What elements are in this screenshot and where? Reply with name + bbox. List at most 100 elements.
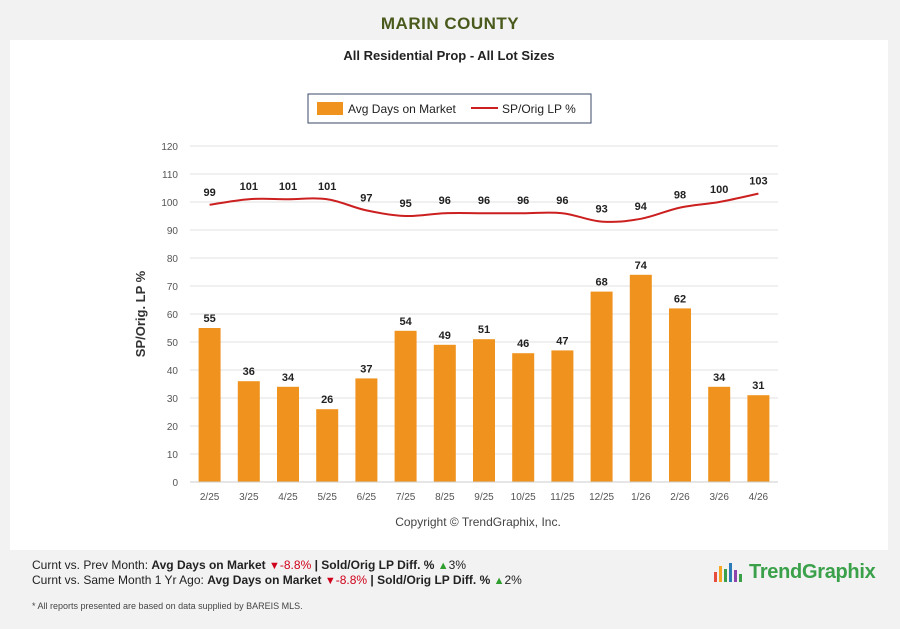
y-tick-label: 100 [161,198,178,209]
dom-label: Avg Days on Market [207,573,322,587]
x-tick-label: 4/25 [278,492,298,503]
legend-swatch-bars [317,102,343,115]
bar-value-label: 37 [360,363,372,375]
separator: | [314,558,318,572]
line-value-label: 96 [556,195,568,207]
disclaimer: * All reports presented are based on dat… [32,601,303,611]
bar-layer [198,274,770,482]
bar-value-label: 74 [635,260,648,272]
line-value-label: 101 [279,181,297,193]
x-tick-label: 9/25 [474,492,494,503]
dom-label: Avg Days on Market [151,558,266,572]
y-tick-label: 10 [167,450,179,461]
x-tick-label: 4/26 [749,492,769,503]
bar-value-label: 36 [243,366,255,378]
line-value-label: 98 [674,190,686,202]
bar-value-label: 49 [439,330,451,342]
line-value-label: 96 [478,195,490,207]
line-value-label: 93 [595,204,607,216]
legend: Avg Days on Market SP/Orig LP % [307,93,592,124]
page-title: MARIN COUNTY [380,14,520,33]
line-value-label: 97 [360,192,372,204]
bar-avg-days-on-market [198,328,221,482]
line-value-label: 101 [318,181,336,193]
sp-label: Sold/Orig LP Diff. % [321,558,435,572]
chart-title: All Residential Prop - All Lot Sizes [343,48,555,63]
dom-change: -8.8% [335,573,368,587]
line-value-label: 96 [517,195,529,207]
brand-logo: TrendGraphix [713,559,876,585]
bar-avg-days-on-market [237,381,260,482]
axis-layer: 0 10 20 30 40 50 60 70 80 90 100 110 120 2/25 3/25 4/25… [161,142,778,503]
y-tick-label: 20 [167,422,179,433]
x-tick-label: 12/25 [589,492,614,503]
bar-avg-days-on-market [316,409,339,482]
bar-avg-days-on-market [473,339,495,482]
y-tick-label: 50 [167,338,179,349]
separator: | [370,573,374,587]
bar-avg-days-on-market [433,344,456,482]
y-tick-label: 110 [162,170,178,181]
x-tick-label: 5/25 [317,492,337,503]
x-tick-label: 8/25 [435,492,455,503]
bar-avg-days-on-market [669,308,691,482]
x-tick-label: 1/26 [631,492,651,503]
label-layer: 55 36 34 26 37 54 49 51 46 47 68 74 62 34 31 99 101 101 10… [203,176,767,407]
brand-name: TrendGraphix [749,560,876,583]
x-tick-label: 10/25 [511,492,536,503]
x-tick-label: 6/25 [357,492,377,503]
bar-chart-logo-icon [714,563,742,582]
x-tick-label: 2/25 [200,492,220,503]
legend-box [307,93,592,124]
footer-row-same-month: Curnt vs. Same Month 1 Yr Ago: Avg Days … [32,573,522,587]
y-tick-label: 60 [167,310,179,321]
bar-avg-days-on-market [590,291,613,482]
y-axis-title: SP/Orig. LP % [133,270,148,357]
sp-change: 3% [448,558,466,572]
x-tick-label: 2/26 [670,492,690,503]
bar-value-label: 68 [595,277,607,289]
down-triangle-icon: ▼ [324,575,336,587]
line-value-label: 103 [749,176,767,188]
bar-value-label: 47 [556,335,568,347]
dom-change: -8.8% [279,558,312,572]
line-value-label: 95 [399,198,411,210]
bar-value-label: 34 [713,372,726,384]
bar-avg-days-on-market [277,386,299,482]
line-value-label: 99 [203,187,215,199]
bar-avg-days-on-market [355,378,378,482]
sp-label: Sold/Orig LP Diff. % [377,573,491,587]
line-layer [209,192,759,223]
copyright-text: Copyright © TrendGraphix, Inc. [395,515,561,529]
y-tick-label: 120 [161,142,178,153]
y-tick-label: 0 [172,478,178,489]
y-tick-label: 80 [167,254,179,265]
up-triangle-icon: ▲ [493,575,505,587]
comparison-label: Curnt vs. Same Month 1 Yr Ago: [32,573,204,587]
line-sp-orig-lp [209,192,759,223]
bar-avg-days-on-market [512,353,535,482]
bar-avg-days-on-market [747,395,770,482]
chart-panel: All Residential Prop - All Lot Sizes 55 3… [10,40,888,550]
line-value-label: 100 [710,184,728,196]
bar-avg-days-on-market [551,350,574,482]
x-tick-label: 3/26 [709,492,729,503]
down-triangle-icon: ▼ [269,560,280,572]
footer-row-prev-month: Curnt vs. Prev Month: Avg Days on Market… [32,558,466,572]
bar-value-label: 31 [752,380,764,392]
y-tick-label: 30 [167,394,179,405]
bar-avg-days-on-market [708,386,731,482]
line-value-label: 96 [439,195,451,207]
legend-label-bars: Avg Days on Market [348,102,456,116]
line-value-label: 94 [635,201,648,213]
bar-avg-days-on-market [394,330,417,482]
x-tick-label: 3/25 [239,492,259,503]
y-tick-label: 40 [167,366,179,377]
y-tick-label: 90 [167,226,179,237]
bar-value-label: 51 [478,324,490,336]
y-tick-label: 70 [167,282,179,293]
up-triangle-icon: ▲ [437,560,449,572]
bar-value-label: 62 [674,293,686,305]
x-tick-label: 11/25 [550,492,575,503]
